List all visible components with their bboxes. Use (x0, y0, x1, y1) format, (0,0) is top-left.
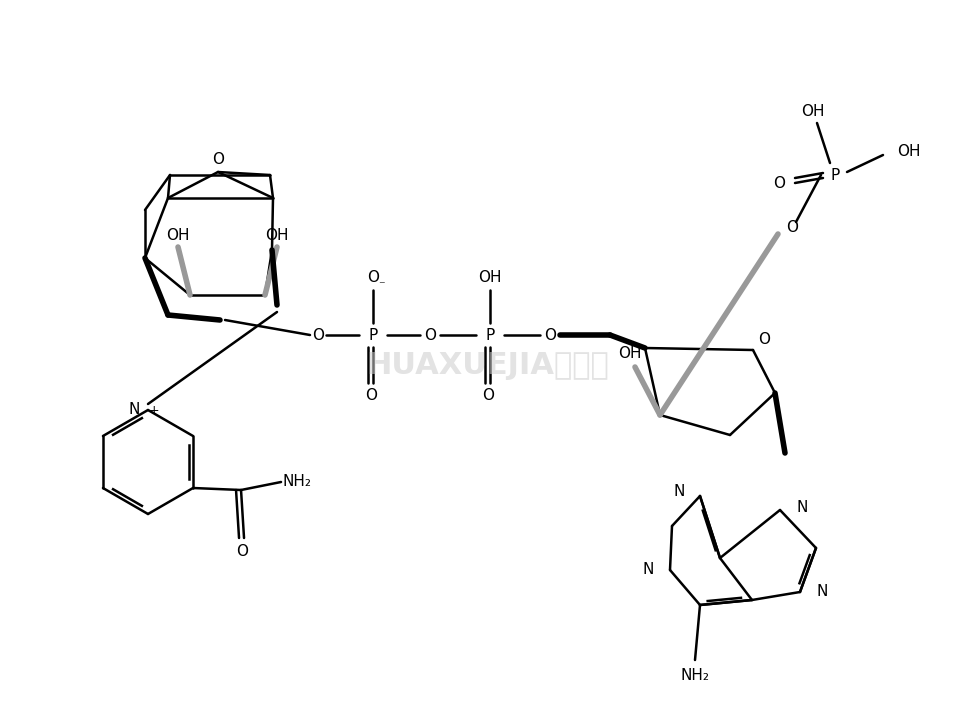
Text: O: O (212, 153, 224, 167)
Text: N: N (796, 500, 807, 516)
Text: N: N (129, 402, 140, 417)
Text: OH: OH (478, 270, 502, 286)
Text: NH₂: NH₂ (680, 668, 710, 683)
Text: OH: OH (897, 143, 920, 159)
Text: OH: OH (166, 228, 189, 242)
Text: P: P (831, 167, 839, 182)
Text: O: O (786, 219, 798, 234)
Text: OH: OH (801, 104, 825, 118)
Text: O: O (758, 332, 770, 347)
Text: O: O (367, 270, 379, 286)
Text: N: N (673, 484, 685, 498)
Text: O: O (424, 327, 436, 342)
Text: OH: OH (265, 228, 289, 242)
Text: O: O (236, 544, 248, 559)
Text: O: O (544, 327, 556, 342)
Text: ⁻: ⁻ (378, 280, 385, 293)
Text: O: O (312, 327, 324, 342)
Text: O: O (773, 177, 785, 192)
Text: O: O (482, 387, 494, 402)
Text: P: P (368, 327, 378, 342)
Text: O: O (365, 387, 377, 402)
Text: +: + (149, 404, 160, 417)
Text: HUAXUEJIA化学加: HUAXUEJIA化学加 (367, 350, 609, 379)
Text: NH₂: NH₂ (282, 474, 311, 490)
Text: N: N (642, 562, 654, 578)
Text: P: P (485, 327, 495, 342)
Text: N: N (816, 585, 828, 599)
Text: OH: OH (618, 345, 642, 360)
